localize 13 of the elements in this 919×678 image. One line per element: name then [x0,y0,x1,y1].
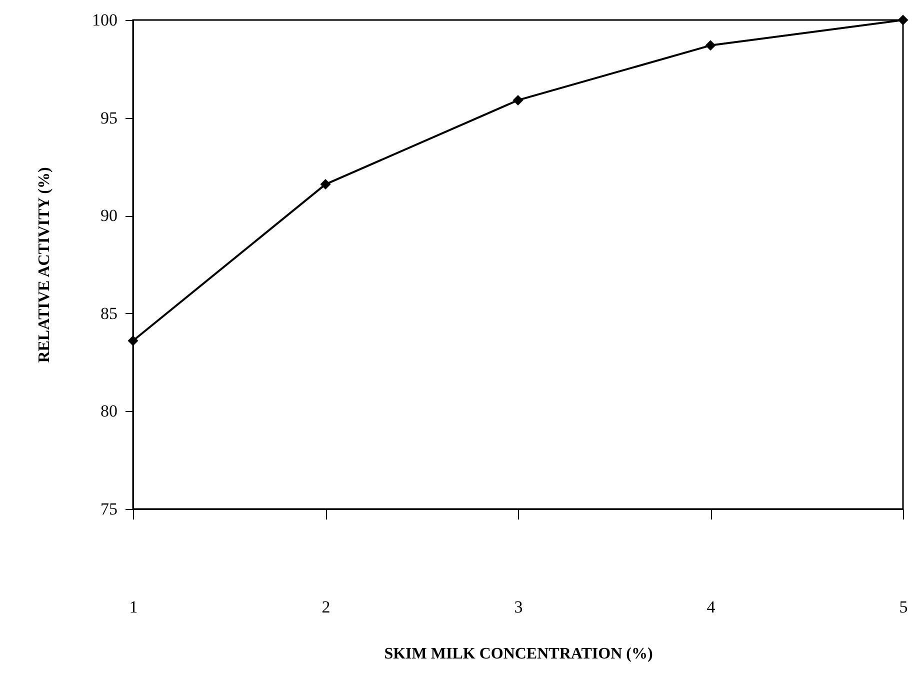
x-tick-label: 4 [706,598,716,616]
y-tick-label: 90 [100,206,118,226]
x-tick-label: 5 [899,598,908,616]
x-axis-title: SKIM MILK CONCENTRATION (%) [384,646,653,662]
x-tick-label: 3 [514,598,523,616]
x-tick-label: 2 [322,598,330,616]
y-axis-title: RELATIVE ACTIVITY (%) [36,167,53,363]
y-tick-label: 100 [92,10,118,30]
y-tick-label: 85 [100,304,118,323]
y-tick-label: 75 [100,500,118,518]
y-tick-label: 95 [100,108,118,128]
y-tick-label: 80 [100,402,118,421]
x-tick-label: 1 [129,598,138,616]
